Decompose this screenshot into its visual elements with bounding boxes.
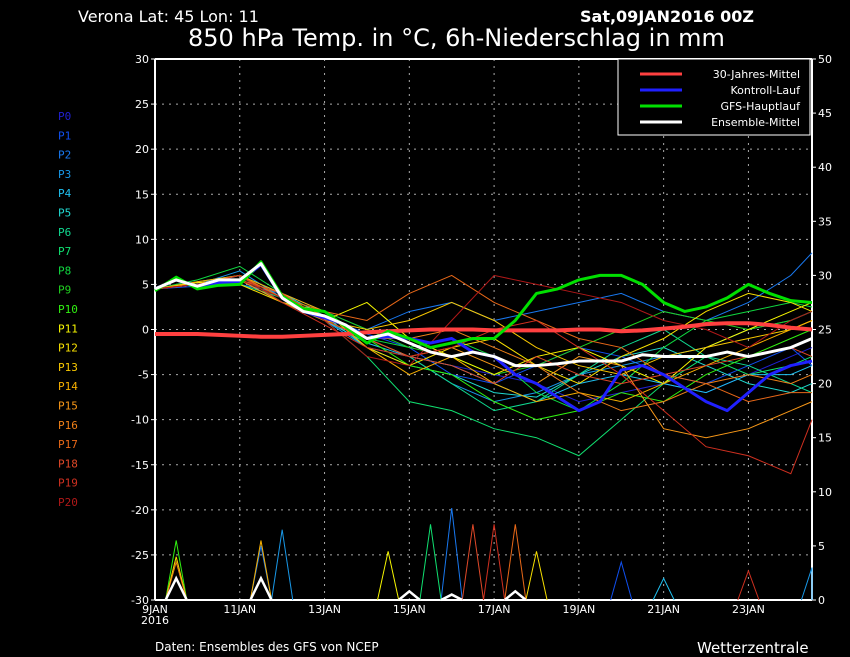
location-label: Verona Lat: 45 Lon: 11 [78,7,259,26]
precip-ensemble-mean [397,589,421,601]
x-tick-label: 15JAN [393,603,426,616]
y-tick-label: -25 [131,549,149,562]
y-tick-label: -15 [131,459,149,472]
member-label: P5 [58,207,71,220]
y-right-tick-label: 45 [818,107,832,120]
member-series [154,252,813,475]
y-right-tick-label: 50 [818,53,832,66]
member-label: P12 [58,342,78,355]
member-label: P19 [58,477,78,490]
member-line-p10 [154,274,813,421]
member-label: P13 [58,361,78,374]
y-right-tick-label: 15 [818,432,832,445]
member-label: P11 [58,322,78,335]
main-line-ensemble-mittel [154,262,813,368]
member-label: P1 [58,129,71,142]
member-line-p2 [154,252,813,331]
y-tick-label: -10 [131,414,149,427]
y-right-tick-label: 5 [818,540,825,553]
member-label: P4 [58,187,72,200]
precip-p19 [737,569,760,601]
x-tick-label: 9JAN [142,603,168,616]
y-right-tick-label: 0 [818,594,825,607]
precip-ensemble-mean [440,593,463,602]
legend-label: GFS-Hauptlauf [720,100,801,113]
precip-p17 [504,524,527,601]
main-series [154,260,813,413]
precip-p11 [377,551,400,601]
precip-p1 [610,560,633,601]
y-tick-label: 10 [135,233,149,246]
source-label: Daten: Ensembles des GFS von NCEP [155,640,379,654]
y-right-tick-label: 40 [818,161,832,174]
y-right-tick-label: 20 [818,378,832,391]
chart-title: 850 hPa Temp. in °C, 6h-Niederschlag in … [188,24,725,52]
y-tick-label: 25 [135,98,149,111]
precip-p16 [165,560,188,601]
member-line-p18 [154,279,813,385]
precip-series [164,507,813,602]
member-line-p15 [154,279,813,439]
precip-p14 [249,540,273,601]
y-tick-label: -20 [131,504,149,517]
member-label: P17 [58,438,78,451]
precip-p7 [419,524,442,601]
x-tick-label: 21JAN [647,603,680,616]
y-right-tick-label: 35 [818,215,832,228]
precip-p18 [461,524,484,601]
precip-ensemble-mean [164,575,188,601]
member-label: P8 [58,264,71,277]
precip-p3 [800,567,813,601]
main-line--jahres-mittel [155,321,813,339]
y-tick-label: -5 [138,369,149,382]
y-tick-label: -30 [131,594,149,607]
precip-p3 [271,529,294,601]
member-label: P9 [58,284,71,297]
precip-ensemble-mean [503,589,527,601]
member-label: P10 [58,303,78,316]
x-tick-label: 23JAN [732,603,765,616]
brand-label: Wetterzentrale [697,639,809,657]
member-line-p20 [154,274,813,367]
x-tick-label: 13JAN [308,603,341,616]
member-label: P14 [58,380,78,393]
legend: 30-Jahres-Mittel Kontroll-Lauf GFS-Hauptla… [617,58,811,136]
member-label: P0 [58,110,71,123]
member-label: P3 [58,168,71,181]
y-tick-label: 0 [142,324,149,337]
precip-p2 [440,507,463,601]
y-right-tick-label: 10 [818,486,832,499]
precip-ensemble-mean [249,575,273,601]
x-tick-label: 19JAN [562,603,595,616]
y-right-tick-label: 30 [818,269,832,282]
member-label: P18 [58,457,78,470]
precip-p4 [652,577,675,601]
x-tick-label: 17JAN [478,603,511,616]
run-label: Sat,09JAN2016 00Z [580,7,754,26]
y-tick-label: 30 [135,53,149,66]
member-label: P16 [58,419,78,432]
precip-p19 [483,524,506,601]
x-tick-sublabel: 2016 [141,614,169,627]
y-tick-label: 5 [142,278,149,291]
member-label: P7 [58,245,71,258]
legend-label: Ensemble-Mittel [711,116,800,129]
legend-label: Kontroll-Lauf [731,84,802,97]
precip-p12 [525,551,548,601]
member-line-p17 [154,274,812,403]
precip-p10 [165,540,188,601]
member-legend: P0 P1 P2 P3 P4 P5 P6 P7 P8 P9 P10 P11 P12 P13 P14 P15 P1… [58,110,78,509]
member-label: P20 [58,496,78,509]
y-tick-label: 15 [135,188,149,201]
member-label: P2 [58,149,71,162]
member-line-p9 [154,279,813,376]
member-label: P6 [58,226,71,239]
x-tick-label: 11JAN [223,603,256,616]
member-label: P15 [58,400,78,413]
legend-label: 30-Jahres-Mittel [713,68,800,81]
y-right-tick-label: 25 [818,324,832,337]
y-tick-label: 20 [135,143,149,156]
